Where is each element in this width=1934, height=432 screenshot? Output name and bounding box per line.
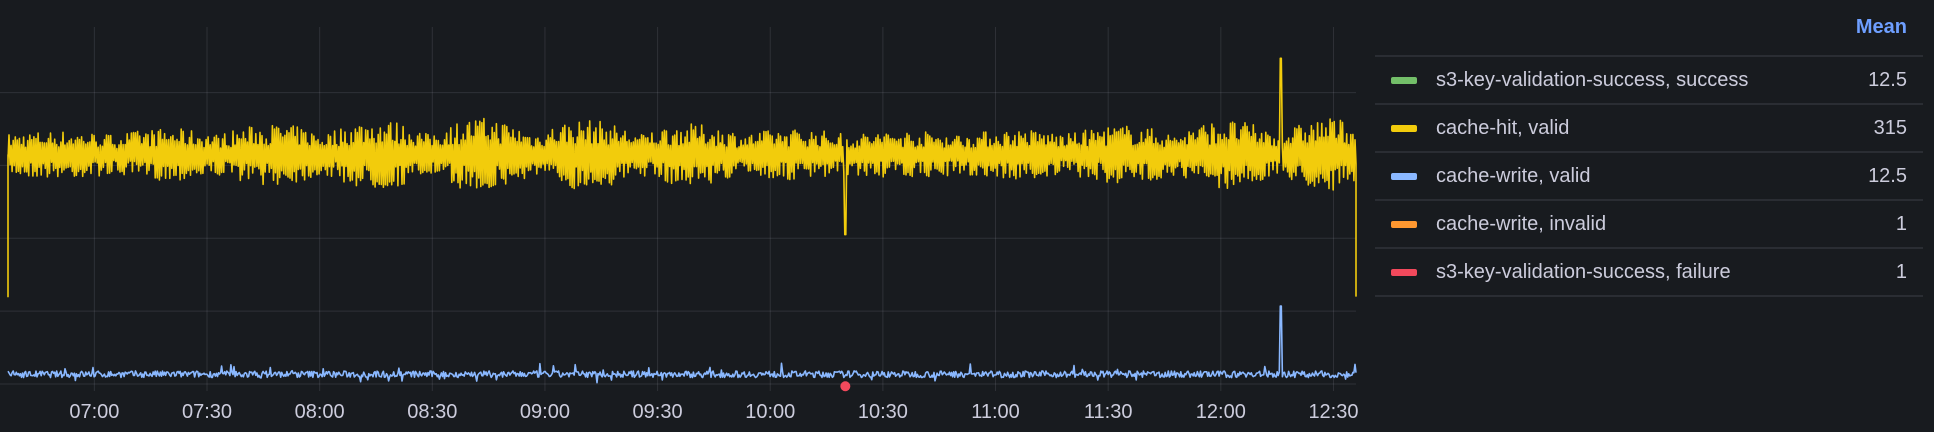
x-tick-label: 11:00 [971, 401, 1020, 423]
x-tick-label: 09:00 [520, 401, 570, 423]
legend-item[interactable]: cache-write, invalid 1 [1375, 201, 1923, 249]
time-series-plot[interactable]: 07:00 07:30 08:00 08:30 09:00 09:30 10:00 10:30… [0, 0, 1362, 432]
grid [0, 27, 1356, 391]
legend-mean-value: 1 [1895, 260, 1907, 283]
x-tick-label: 10:30 [858, 401, 908, 423]
legend-item[interactable]: s3-key-validation-success, failure 1 [1375, 249, 1923, 297]
x-tick-label: 07:00 [69, 401, 119, 423]
x-tick-label: 08:30 [407, 401, 457, 423]
x-tick-label: 07:30 [182, 401, 232, 423]
legend-color-swatch [1391, 268, 1417, 276]
legend-series-name[interactable]: cache-write, valid [1436, 164, 1591, 187]
x-tick-label: 12:00 [1196, 401, 1246, 423]
legend-series-name[interactable]: s3-key-validation-success, failure [1436, 260, 1731, 283]
legend-mean-value: 315 [1873, 116, 1907, 139]
series-line-1 [7, 57, 1357, 298]
x-tick-label: 09:30 [633, 401, 683, 423]
legend-mean-value: 12.5 [1868, 164, 1907, 187]
legend-item[interactable]: cache-hit, valid 315 [1375, 105, 1923, 153]
legend-item[interactable]: cache-write, valid 12.5 [1375, 153, 1923, 201]
legend: Mean s3-key-validation-success, success … [1375, 0, 1923, 432]
legend-mean-value: 12.5 [1868, 68, 1907, 91]
legend-color-swatch [1391, 76, 1417, 84]
legend-color-swatch [1391, 220, 1417, 228]
legend-series-name[interactable]: cache-hit, valid [1436, 116, 1570, 139]
legend-series-name[interactable]: s3-key-validation-success, success [1436, 68, 1749, 91]
x-tick-label: 08:00 [295, 401, 345, 423]
legend-color-swatch [1391, 124, 1417, 132]
series-lines [7, 57, 1357, 392]
legend-mean-value: 1 [1895, 212, 1907, 235]
x-tick-label: 11:30 [1084, 401, 1133, 423]
legend-item[interactable]: s3-key-validation-success, success 12.5 [1375, 57, 1923, 105]
legend-series-name[interactable]: cache-write, invalid [1436, 212, 1607, 235]
x-axis: 07:00 07:30 08:00 08:30 09:00 09:30 10:00 10:30… [69, 401, 1358, 423]
legend-color-swatch [1391, 172, 1417, 180]
series-line-2 [7, 305, 1357, 384]
legend-mean-header[interactable]: Mean [1855, 16, 1907, 38]
data-point [840, 381, 851, 392]
x-tick-label: 10:00 [745, 401, 795, 423]
x-tick-label: 12:30 [1308, 401, 1358, 423]
legend-header: Mean [1375, 0, 1923, 57]
